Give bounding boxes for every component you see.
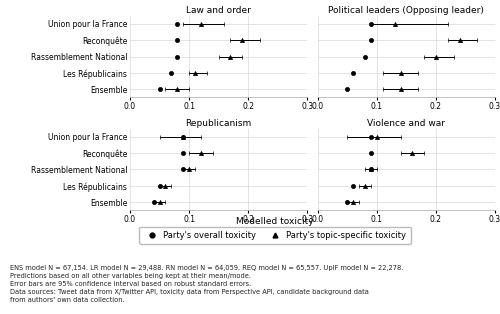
Legend: Party's overall toxicity, Party's topic-specific toxicity: Party's overall toxicity, Party's topic-… (140, 227, 410, 244)
Title: Political leaders (Opposing leader): Political leaders (Opposing leader) (328, 6, 484, 15)
Title: Violence and war: Violence and war (368, 119, 446, 128)
Title: Law and order: Law and order (186, 6, 251, 15)
Text: ENS model N = 67,154. LR model N = 29,488. RN model N = 64,059. REQ model N = 65: ENS model N = 67,154. LR model N = 29,48… (10, 265, 404, 303)
Text: Modelled toxicity: Modelled toxicity (236, 217, 314, 226)
Title: Republicanism: Republicanism (186, 119, 252, 128)
